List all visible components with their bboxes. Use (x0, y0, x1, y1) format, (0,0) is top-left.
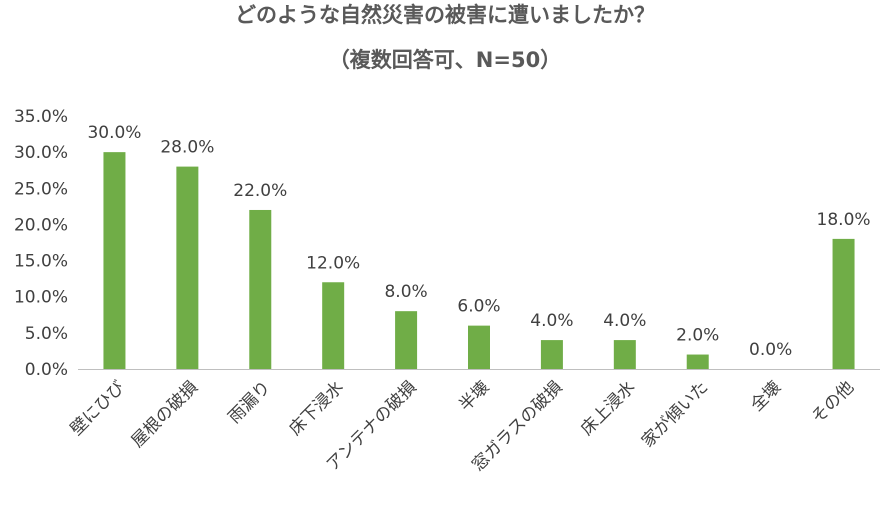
y-tick-label: 5.0% (25, 324, 68, 344)
data-label: 0.0% (749, 340, 792, 360)
y-tick-label: 10.0% (14, 288, 68, 308)
x-tick-label: 床下浸水 (285, 377, 347, 439)
bar (249, 209, 272, 369)
bar (832, 238, 855, 369)
y-tick-label: 20.0% (14, 215, 68, 235)
y-tick-label: 35.0% (14, 107, 68, 127)
bar (395, 311, 418, 369)
data-label: 22.0% (233, 181, 287, 201)
x-tick-label: 屋根の破損 (128, 377, 202, 451)
data-label: 4.0% (603, 311, 646, 331)
y-axis: 0.0% 5.0% 10.0% 15.0% 20.0% 25.0% 30.0% 35.0% (14, 107, 68, 380)
x-tick-label: 床上浸水 (577, 377, 639, 439)
y-tick-label: 0.0% (25, 360, 68, 380)
bar (322, 282, 345, 369)
data-label: 28.0% (160, 138, 214, 158)
data-label: 2.0% (676, 326, 719, 346)
chart-subtitle: （複数回答可、N=50） (329, 48, 561, 72)
bar (103, 152, 126, 369)
bar (686, 354, 709, 369)
data-label: 6.0% (457, 297, 500, 317)
data-label: 18.0% (817, 210, 871, 230)
y-tick-label: 15.0% (14, 252, 68, 272)
x-tick-label: 全壊 (747, 377, 785, 415)
data-label: 4.0% (530, 311, 573, 331)
x-tick-label: 壁にひび (67, 377, 129, 439)
bar (176, 166, 199, 369)
bars (103, 152, 855, 369)
data-label: 12.0% (306, 253, 360, 273)
y-tick-label: 30.0% (14, 143, 68, 163)
data-label: 30.0% (87, 123, 141, 143)
data-label: 8.0% (384, 282, 427, 302)
x-tick-label: 家が傾いた (638, 377, 712, 451)
bar (468, 325, 490, 369)
x-tick-label: 半壊 (455, 377, 493, 415)
bar (540, 340, 563, 369)
data-labels: 30.0% 28.0% 22.0% 12.0% 8.0% 6.0% 4.0% 4.0% 2.0%… (87, 123, 870, 360)
chart-title: どのような自然災害の被害に遭いましたか？ (235, 3, 655, 27)
bar (613, 340, 636, 369)
x-tick-label: 雨漏り (225, 377, 275, 427)
x-tick-label: その他 (808, 377, 858, 427)
y-tick-label: 25.0% (14, 179, 68, 199)
